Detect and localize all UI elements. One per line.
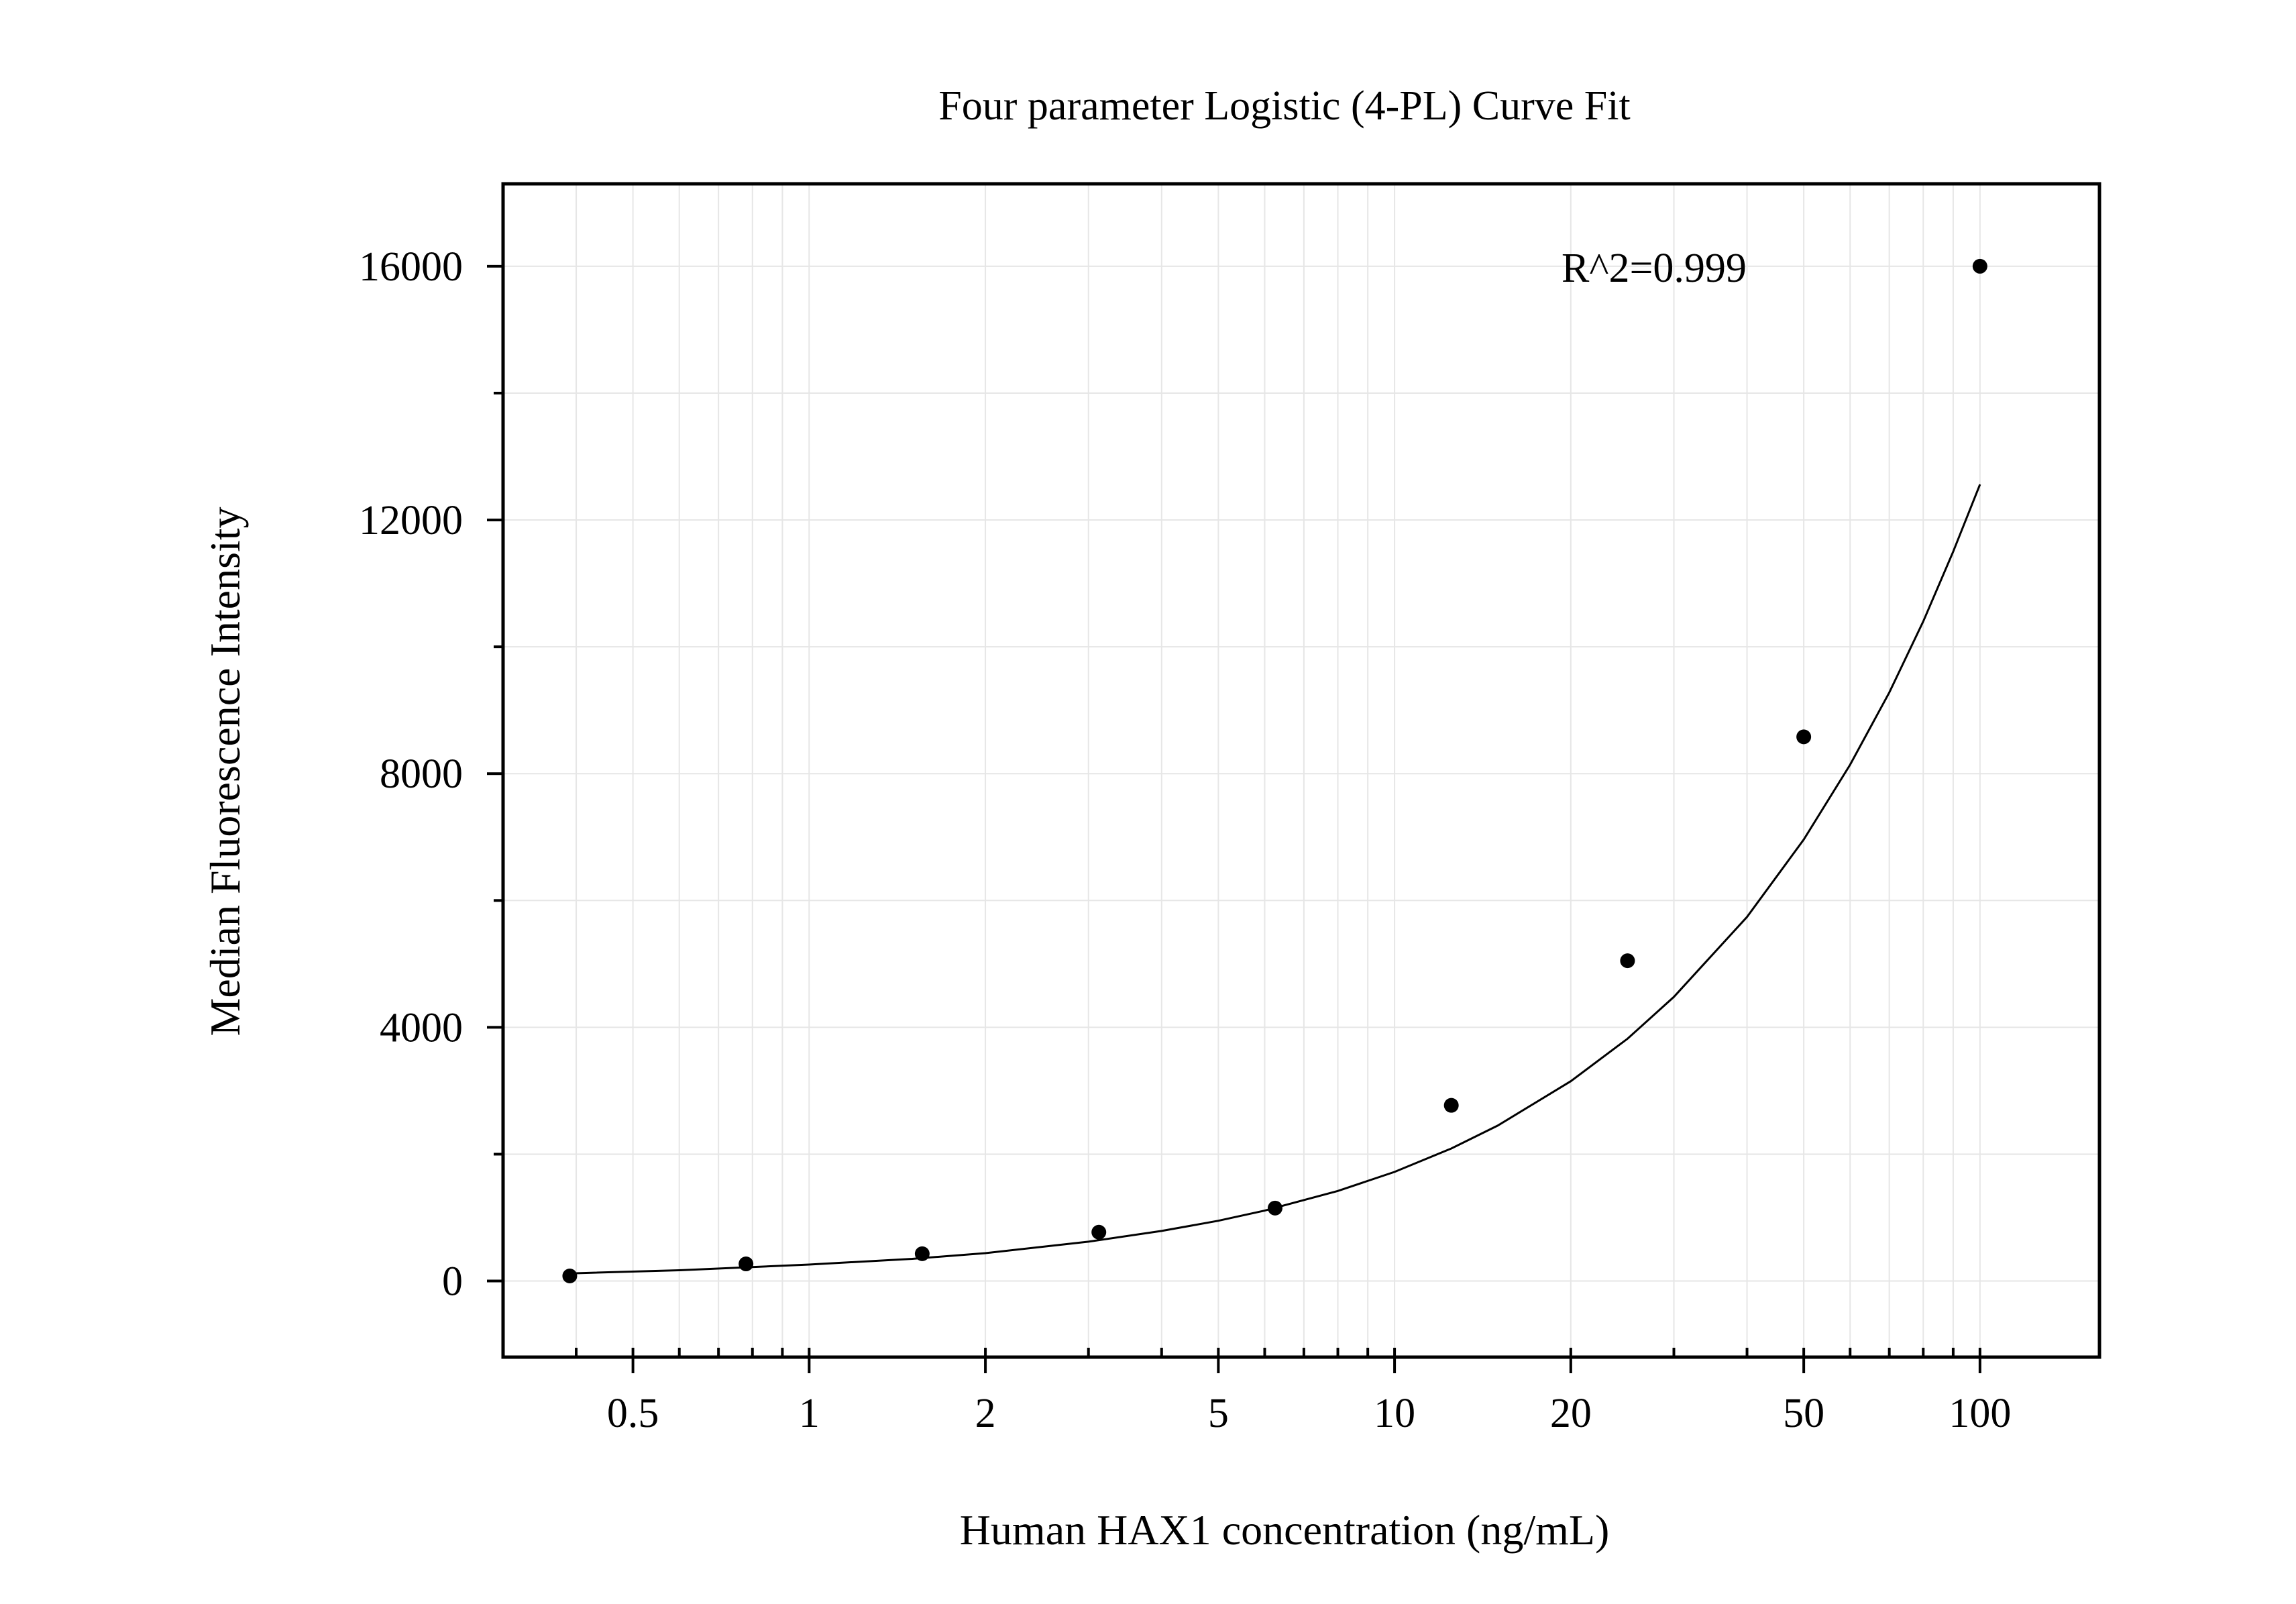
fit-curve [569,484,1981,1275]
x-tick-label: 50 [1783,1391,1824,1436]
fit-curve-line [569,484,1981,1275]
tick-labels: 0.5 1 2 5 10 20 50 100 0 4000 8000 12000 16000 [359,244,2011,1436]
data-point [562,1268,578,1283]
data-points [562,258,1987,1283]
y-tick-label: 8000 [380,751,463,797]
data-point [914,1246,930,1261]
y-tick-label: 0 [442,1259,463,1305]
data-point [1972,258,1987,274]
grid-lines [502,184,2099,1357]
x-tick-label: 2 [975,1391,996,1436]
chart-title: Four parameter Logistic (4-PL) Curve Fit [938,83,1630,129]
x-tick-label: 0.5 [607,1391,659,1436]
data-point [1443,1098,1459,1113]
data-point [1091,1224,1107,1240]
y-tick-label: 16000 [359,244,463,290]
data-point [1267,1200,1282,1216]
data-point [1620,953,1635,969]
plot-frame [501,182,2101,1359]
y-tick-label: 12000 [359,498,463,543]
data-point [1796,729,1812,745]
axis-ticks [487,264,1981,1373]
x-tick-label: 20 [1550,1391,1592,1436]
data-point [739,1257,754,1272]
x-tick-label: 10 [1374,1391,1415,1436]
x-axis-label: Human HAX1 concentration (ng/mL) [960,1506,1610,1554]
y-tick-label: 4000 [380,1005,463,1051]
x-tick-label: 1 [799,1391,820,1436]
r-squared-annotation: R^2=0.999 [1562,246,1747,291]
x-tick-label: 5 [1208,1391,1229,1436]
y-axis-label: Median Fluorescence Intensity [201,506,249,1036]
x-tick-label: 100 [1949,1391,2011,1436]
